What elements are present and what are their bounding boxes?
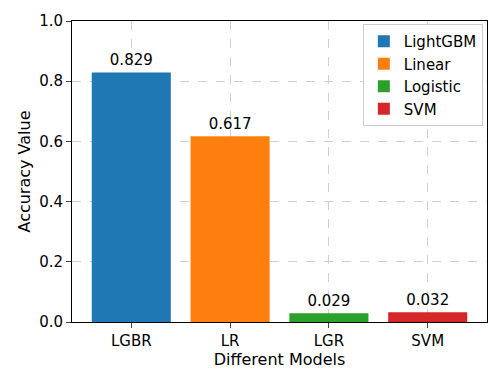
svg-text:LightGBM: LightGBM [404, 33, 476, 51]
svg-text:Linear: Linear [404, 56, 451, 74]
svg-text:0.617: 0.617 [209, 115, 252, 133]
svg-text:Different Models: Different Models [214, 350, 346, 369]
svg-text:0.029: 0.029 [307, 292, 350, 310]
svg-text:0.4: 0.4 [39, 193, 63, 211]
svg-text:Logistic: Logistic [404, 78, 461, 96]
svg-text:LGR: LGR [314, 332, 344, 350]
svg-text:Accuracy Value: Accuracy Value [15, 110, 34, 232]
svg-text:0.032: 0.032 [406, 291, 449, 309]
svg-text:0.6: 0.6 [39, 133, 63, 151]
svg-text:0.2: 0.2 [39, 253, 63, 271]
svg-text:0.8: 0.8 [39, 72, 63, 90]
svg-text:SVM: SVM [411, 332, 444, 350]
svg-text:1.0: 1.0 [39, 12, 63, 30]
svg-text:LR: LR [221, 332, 240, 350]
svg-text:LGBR: LGBR [111, 332, 152, 350]
svg-text:0.829: 0.829 [110, 51, 153, 69]
svg-text:SVM: SVM [404, 101, 437, 119]
svg-text:0.0: 0.0 [39, 313, 63, 331]
